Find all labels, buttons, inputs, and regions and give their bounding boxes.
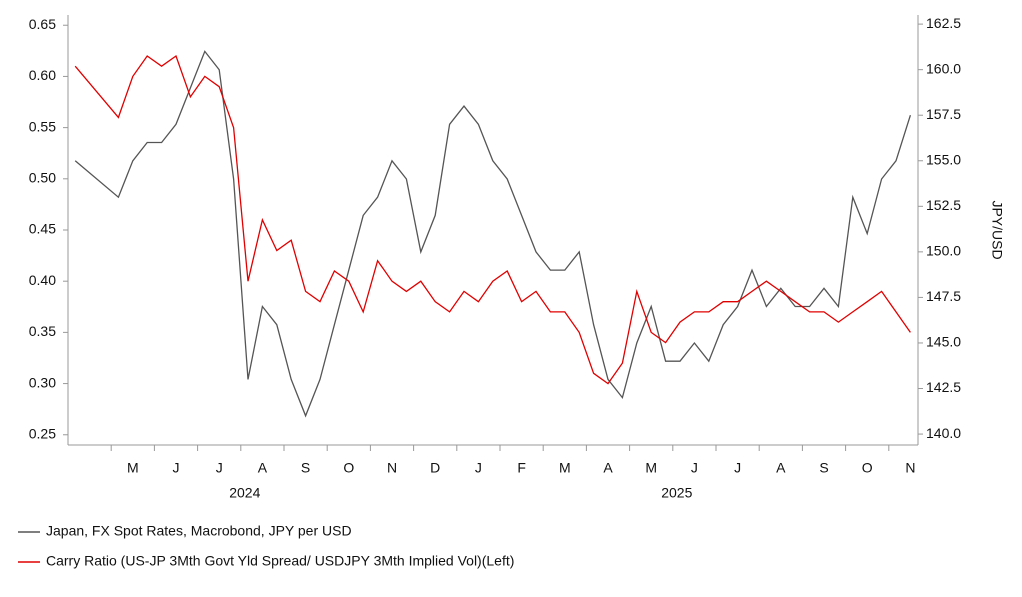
y2-tick-label: 140.0 bbox=[926, 425, 961, 441]
year-label: 2025 bbox=[661, 485, 692, 501]
x-tick-label: J bbox=[734, 460, 741, 476]
y2-axis-title: JPY/USD bbox=[989, 200, 1005, 259]
y-tick-label: 0.65 bbox=[29, 16, 56, 32]
x-tick-label: S bbox=[301, 460, 310, 476]
series-line bbox=[74, 50, 912, 418]
y-tick-label: 0.35 bbox=[29, 323, 56, 339]
y-tick-label: 0.55 bbox=[29, 118, 56, 134]
x-tick-label: O bbox=[343, 460, 354, 476]
y2-tick-label: 150.0 bbox=[926, 243, 961, 259]
y-tick-label: 0.60 bbox=[29, 67, 56, 83]
y2-tick-label: 145.0 bbox=[926, 334, 961, 350]
legend-label: Carry Ratio (US-JP 3Mth Govt Yld Spread/… bbox=[46, 553, 514, 569]
year-label: 2024 bbox=[229, 485, 260, 501]
x-tick-label: A bbox=[258, 460, 268, 476]
y2-tick-label: 152.5 bbox=[926, 197, 961, 213]
x-tick-label: J bbox=[691, 460, 698, 476]
y-tick-label: 0.30 bbox=[29, 374, 56, 390]
y-tick-label: 0.45 bbox=[29, 221, 56, 237]
x-tick-label: N bbox=[387, 460, 397, 476]
x-tick-label: J bbox=[475, 460, 482, 476]
x-tick-label: A bbox=[776, 460, 786, 476]
x-tick-label: J bbox=[173, 460, 180, 476]
x-tick-label: A bbox=[603, 460, 613, 476]
y-tick-label: 0.40 bbox=[29, 272, 56, 288]
x-tick-label: J bbox=[216, 460, 223, 476]
x-tick-label: F bbox=[517, 460, 526, 476]
y-tick-label: 0.25 bbox=[29, 425, 56, 441]
x-tick-label: M bbox=[127, 460, 139, 476]
y2-tick-label: 162.5 bbox=[926, 15, 961, 31]
legend-label: Japan, FX Spot Rates, Macrobond, JPY per… bbox=[46, 523, 352, 539]
x-tick-label: M bbox=[559, 460, 571, 476]
x-tick-label: M bbox=[645, 460, 657, 476]
y-tick-label: 0.50 bbox=[29, 170, 56, 186]
y2-tick-label: 160.0 bbox=[926, 60, 961, 76]
y2-tick-label: 142.5 bbox=[926, 379, 961, 395]
x-tick-label: O bbox=[862, 460, 873, 476]
y2-tick-label: 147.5 bbox=[926, 288, 961, 304]
series-line bbox=[74, 54, 911, 385]
x-tick-label: N bbox=[905, 460, 915, 476]
y2-tick-label: 157.5 bbox=[926, 106, 961, 122]
x-tick-label: S bbox=[819, 460, 828, 476]
x-tick-label: D bbox=[430, 460, 440, 476]
y2-tick-label: 155.0 bbox=[926, 151, 961, 167]
